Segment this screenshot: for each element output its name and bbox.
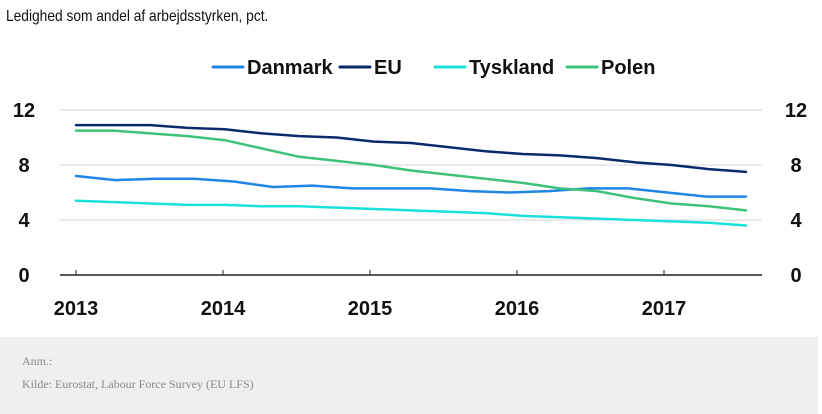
- y-tick-label-right: 0: [790, 265, 801, 287]
- x-tick-label: 2017: [642, 298, 687, 320]
- y-tick-label-left: 4: [18, 210, 30, 232]
- footer-source: Kilde: Eurostat, Labour Force Survey (EU…: [22, 377, 254, 391]
- y-tick-label-left: 12: [13, 100, 35, 122]
- series-line-polen: [74, 129, 748, 212]
- legend-label: Polen: [601, 57, 655, 79]
- footer-note: Anm.:: [22, 354, 53, 368]
- x-tick-label: 2014: [201, 298, 246, 320]
- y-axis-left: 0 4 8 12: [13, 100, 35, 287]
- y-tick-label-left: 0: [18, 265, 29, 287]
- y-tick-label-right: 8: [790, 155, 801, 177]
- chart-title: Ledighed som andel af arbejdsstyrken, pc…: [6, 8, 269, 25]
- chart-footer: Anm.: Kilde: Eurostat, Labour Force Surv…: [0, 337, 818, 414]
- x-tick-label: 2015: [348, 298, 393, 320]
- series-line-eu: [74, 123, 748, 174]
- legend-label: Tyskland: [469, 57, 554, 79]
- y-axis-right: 0 4 8 12: [785, 100, 807, 287]
- legend: Danmark EU Tyskland Polen: [211, 57, 655, 79]
- series-lines: [74, 123, 748, 227]
- x-tick-label: 2016: [495, 298, 540, 320]
- legend-label: Danmark: [247, 57, 333, 79]
- line-chart: Danmark EU Tyskland Polen 2013 2014 2015 2016 2…: [13, 57, 807, 320]
- series-line-danmark: [74, 174, 748, 198]
- series-line-tyskland: [74, 199, 748, 227]
- x-tick-label: 2013: [54, 298, 99, 320]
- x-axis: 2013 2014 2015 2016 2017: [54, 270, 762, 320]
- legend-label: EU: [374, 57, 402, 79]
- y-tick-label-left: 8: [18, 155, 29, 177]
- y-tick-label-right: 4: [790, 210, 802, 232]
- y-tick-label-right: 12: [785, 100, 807, 122]
